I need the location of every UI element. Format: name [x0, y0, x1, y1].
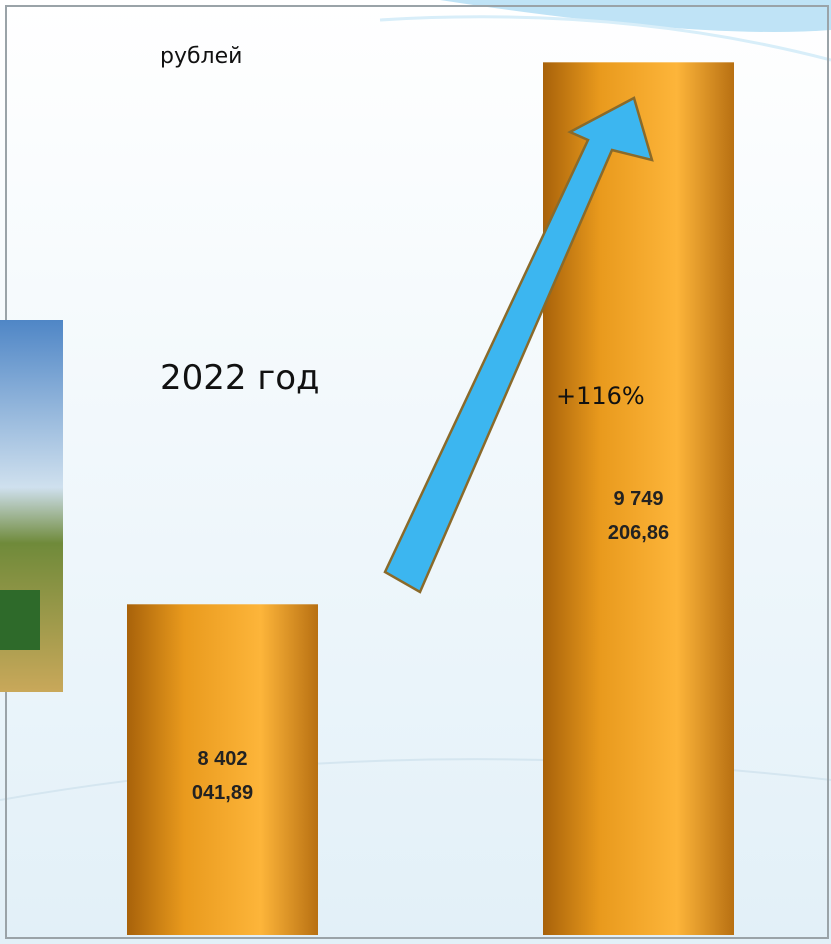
annotation: +116% — [556, 382, 645, 410]
unit-label: рублей — [160, 44, 242, 69]
subtitle: 2022 год — [160, 358, 320, 398]
slide: рублей 2022 год +116% 8 402 041,89 9 749 … — [0, 0, 831, 944]
value-label: 8 402 041,89 — [178, 742, 268, 810]
photo-tractor — [0, 590, 40, 650]
value-label: 9 749 206,86 — [594, 482, 684, 550]
chart — [0, 0, 831, 944]
